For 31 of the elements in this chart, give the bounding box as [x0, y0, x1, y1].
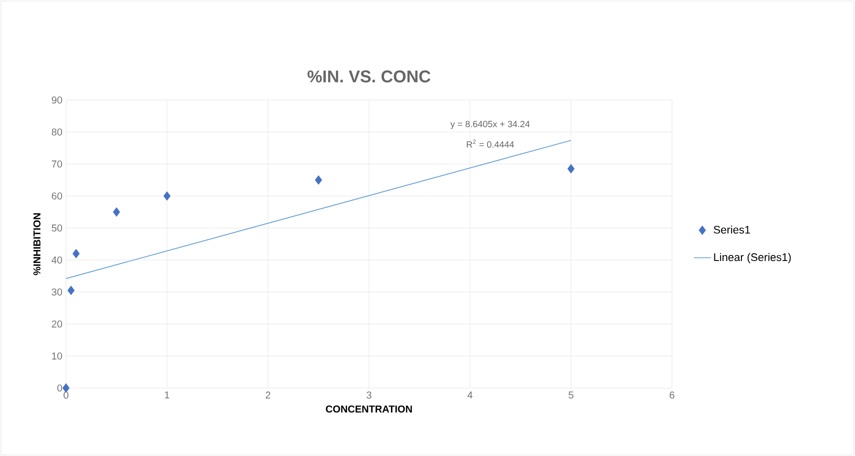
y-axis-title: %INHIBITION [33, 213, 40, 276]
point [112, 207, 120, 217]
y-tick-label: 50 [52, 224, 62, 232]
x-tick-label: 3 [366, 392, 372, 399]
y-tick-label: 0 [57, 384, 62, 392]
legend-label: Linear (Series1) [714, 253, 791, 264]
x-axis-title: CONCENTRATION [326, 405, 412, 413]
chart-title: %IN. VS. CONC [308, 70, 430, 82]
x-tick-label: 1 [164, 392, 170, 398]
point [567, 164, 575, 174]
y-tick-label: 30 [52, 288, 62, 296]
x-tick-label: 4 [467, 392, 472, 398]
x-tick-label: 6 [670, 392, 674, 399]
y-tick-label: 90 [52, 96, 62, 104]
point [72, 248, 80, 258]
annotation: y = 8.6405x + 34.24 [450, 120, 530, 129]
y-tick-label: 60 [52, 192, 62, 200]
y-tick-label: 10 [52, 352, 62, 360]
x-tick-label: 2 [266, 392, 270, 399]
x-tick-label: 0 [64, 392, 68, 399]
legend-label: Series1 [714, 226, 750, 234]
point [62, 383, 70, 393]
point [314, 175, 322, 185]
y-tick-label: 40 [52, 256, 62, 264]
y-tick-label: 70 [52, 160, 62, 168]
y-tick-label: 80 [52, 128, 62, 136]
point [67, 286, 75, 296]
x-tick-label: 5 [568, 392, 574, 399]
y-tick-label: 20 [52, 320, 62, 328]
point [163, 191, 171, 201]
annotation: R$^{2}$ = 0.4444 [466, 140, 514, 148]
